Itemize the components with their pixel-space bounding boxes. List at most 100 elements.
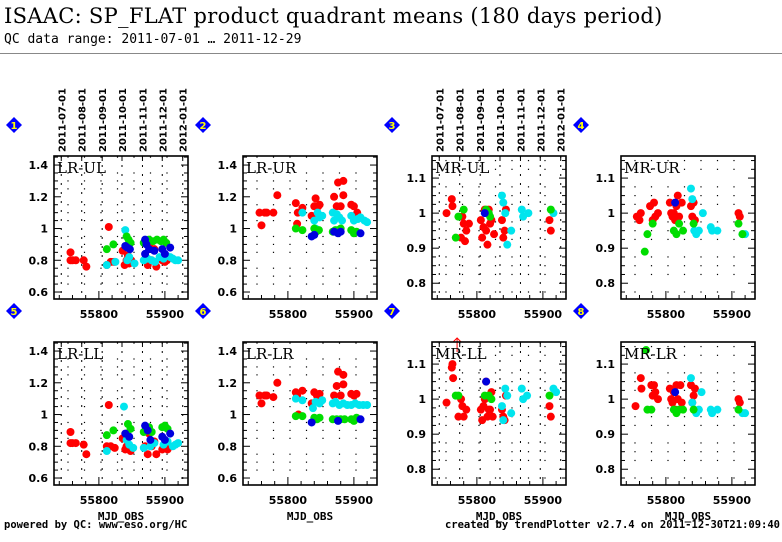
data-point-red: [462, 226, 471, 235]
panel-badge-number: 1: [11, 121, 18, 132]
y-tick-label: 0.6: [218, 286, 238, 299]
data-point-red: [497, 216, 506, 225]
y-tick-label: 0.8: [596, 463, 616, 476]
data-point-green: [734, 405, 743, 414]
x-tick-label: 55900: [335, 494, 374, 507]
data-point-red: [262, 391, 271, 400]
data-point-red: [483, 240, 492, 249]
panel-badge-number: 4: [578, 121, 585, 132]
y-tick-label: 1: [418, 207, 426, 220]
data-point-cyan: [688, 195, 697, 204]
panel-title: MR-UL: [435, 159, 489, 177]
data-point-blue: [310, 230, 319, 239]
data-point-red: [442, 209, 451, 218]
data-point-blue: [166, 243, 175, 252]
data-point-red: [298, 386, 307, 395]
data-point-cyan: [338, 216, 347, 225]
x-tick-label: 55800: [647, 494, 686, 507]
header-divider: [0, 53, 782, 54]
y-tick-label: 1: [229, 223, 237, 236]
data-point-blue: [150, 246, 159, 255]
data-point-cyan: [552, 388, 561, 397]
data-point-cyan: [121, 226, 130, 235]
y-tick-label: 1.4: [218, 345, 238, 358]
data-point-red: [339, 370, 348, 379]
data-point-cyan: [298, 396, 307, 405]
data-point-green: [643, 230, 652, 239]
y-tick-label: 0.8: [29, 440, 49, 453]
x-axis-label: MJD_OBS: [665, 510, 711, 523]
data-point-cyan: [119, 402, 128, 411]
data-point-green: [102, 245, 111, 254]
panel-badge-icon: [6, 117, 22, 133]
panel-4: 4 0.8 0.9 1 1.1 55800 55900 MR-UR: [573, 117, 756, 321]
data-point-cyan: [129, 443, 138, 452]
panel-badge-icon: [573, 303, 589, 319]
data-point-red: [677, 198, 686, 207]
panel-badge-icon: [573, 117, 589, 133]
data-point-red: [311, 194, 320, 203]
data-point-cyan: [501, 209, 510, 218]
data-point-green: [545, 391, 554, 400]
x-tick-label: 55800: [80, 494, 119, 507]
data-point-green: [298, 226, 307, 235]
data-point-red: [273, 378, 282, 387]
data-point-red: [152, 450, 161, 459]
data-point-red: [79, 256, 88, 265]
data-point-cyan: [686, 184, 695, 193]
y-tick-label: 1.2: [29, 377, 49, 390]
footer-powered-by: powered by QC: www.eso.org/HC: [4, 519, 188, 531]
date-tick-label: 2011-12-01: [536, 88, 547, 152]
data-point-blue: [307, 418, 316, 427]
data-point-green: [675, 219, 684, 228]
data-point-green: [546, 205, 555, 214]
data-point-green: [109, 426, 118, 435]
data-point-red: [257, 399, 266, 408]
data-point-red: [631, 402, 640, 411]
data-point-red: [462, 405, 471, 414]
data-point-blue: [334, 416, 343, 425]
panel-badge-number: 6: [200, 307, 207, 318]
data-point-red: [546, 412, 555, 421]
data-point-red: [104, 401, 113, 410]
y-tick-label: 1.1: [596, 172, 616, 185]
panel-badge-icon: [384, 303, 400, 319]
x-tick-label: 55800: [269, 308, 308, 321]
x-tick-label: 55800: [458, 494, 497, 507]
data-point-red: [677, 398, 686, 407]
data-point-cyan: [139, 443, 148, 452]
data-point-blue: [671, 388, 680, 397]
data-point-red: [636, 209, 645, 218]
data-point-green: [298, 412, 307, 421]
panel-1: 1 2011-07-01 2011-08-01 2011-09-01 2011-10-0…: [6, 88, 190, 321]
plot-frame: [620, 341, 756, 486]
data-point-green: [689, 405, 698, 414]
footer-created-by: created by trendPlotter v2.7.4 on 2011-1…: [444, 519, 780, 531]
data-point-red: [676, 381, 685, 390]
data-point-green: [126, 424, 135, 433]
data-point-red: [330, 391, 339, 400]
date-tick-label: 2011-10-01: [118, 88, 129, 152]
panel-title: LR-LL: [57, 345, 103, 363]
x-tick-label: 55900: [524, 494, 563, 507]
data-point-cyan: [318, 396, 327, 405]
data-point-blue: [166, 429, 175, 438]
data-point-red: [447, 195, 456, 204]
y-tick-label: 1: [40, 409, 48, 422]
data-point-cyan: [174, 439, 183, 448]
date-tick-label: 2011-10-01: [496, 88, 507, 152]
panel-badge-number: 7: [389, 307, 396, 318]
y-tick-label: 0.8: [407, 277, 427, 290]
data-point-red: [689, 391, 698, 400]
panel-2: 2 0.6 0.8 1 1.2 1.4 55800 55900 LR-UR: [195, 117, 378, 321]
x-tick-label: 55800: [458, 308, 497, 321]
data-point-blue: [336, 227, 345, 236]
data-point-cyan: [499, 416, 508, 425]
data-point-cyan: [125, 253, 134, 262]
data-range-subtitle: QC data range: 2011-07-01 … 2011-12-29: [4, 32, 302, 47]
y-tick-label: 0.9: [407, 428, 427, 441]
data-point-green: [291, 412, 300, 421]
panel-badge-icon: [195, 117, 211, 133]
